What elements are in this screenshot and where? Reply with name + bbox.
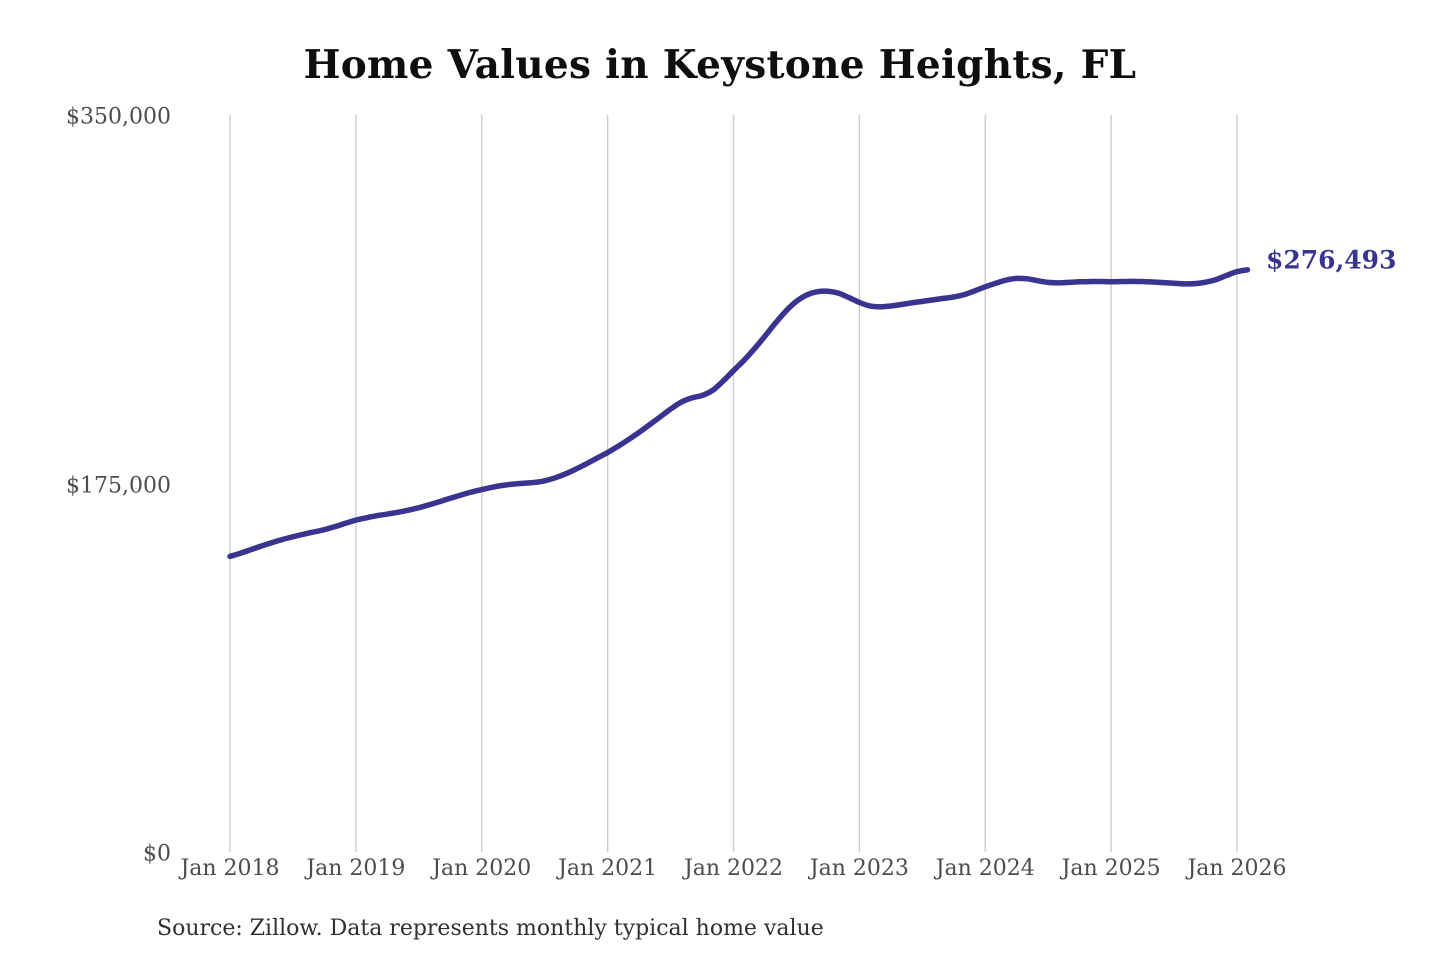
gridlines	[229, 115, 1238, 852]
x-tick-label: Jan 2022	[683, 856, 784, 881]
x-tick-label: Jan 2024	[935, 856, 1035, 881]
x-tick-label: Jan 2026	[1187, 856, 1287, 881]
x-tick-label: Jan 2021	[558, 856, 658, 881]
y-tick-label: $350,000	[66, 104, 171, 130]
x-tick-label: Jan 2023	[809, 856, 909, 881]
x-tick-label: Jan 2020	[432, 856, 532, 881]
home-value-line	[227, 267, 1251, 560]
x-tick-label: Jan 2018	[180, 856, 280, 881]
chart-title: Home Values in Keystone Heights, FL	[303, 42, 1137, 88]
y-tick-label: $0	[143, 841, 171, 867]
latest-value-label: $276,493	[1266, 245, 1397, 275]
x-tick-label: Jan 2019	[306, 856, 406, 881]
source-note: Source: Zillow. Data represents monthly …	[157, 916, 824, 941]
x-tick-label: Jan 2025	[1061, 856, 1161, 881]
y-tick-label: $175,000	[66, 473, 171, 498]
